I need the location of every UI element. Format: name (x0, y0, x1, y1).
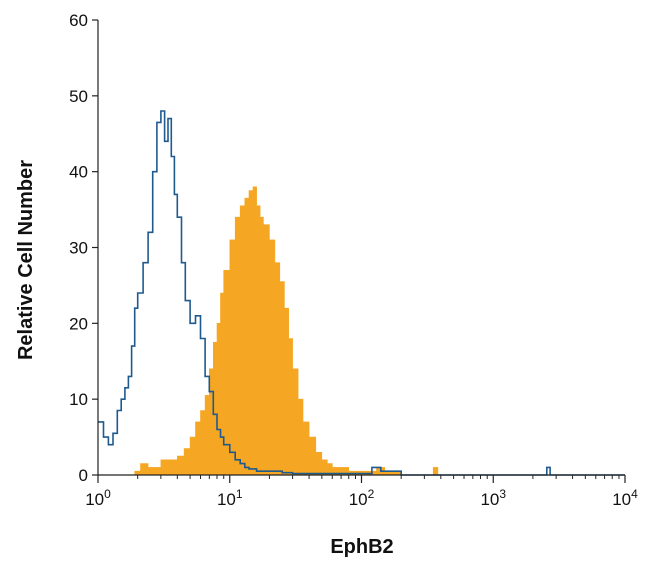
y-axis-label: Relative Cell Number (15, 160, 37, 360)
series-layer (98, 110, 625, 476)
x-axis-label: EphB2 (330, 536, 393, 558)
x-tick-label: 102 (349, 487, 375, 509)
y-tick-label: 30 (69, 239, 88, 258)
x-tick-label: 104 (612, 487, 638, 509)
axes-layer: 0 10 20 30 40 50 60 100 101 102 103 104 (69, 11, 638, 509)
outline-histogram-series (98, 110, 625, 476)
x-tick-label: 100 (85, 487, 111, 509)
y-tick-label: 10 (69, 390, 88, 409)
y-tick-label: 20 (69, 314, 88, 333)
x-tick-label: 101 (217, 487, 243, 509)
y-tick-label: 50 (69, 87, 88, 106)
x-tick-label: 103 (480, 487, 506, 509)
filled-histogram-series (98, 186, 625, 476)
y-tick-label: 40 (69, 163, 88, 182)
y-tick-label: 60 (69, 11, 88, 30)
y-tick-label: 0 (79, 466, 88, 485)
